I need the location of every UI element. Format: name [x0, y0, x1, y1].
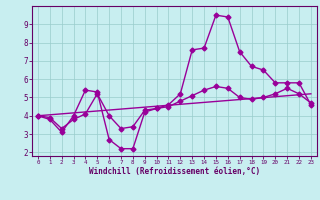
X-axis label: Windchill (Refroidissement éolien,°C): Windchill (Refroidissement éolien,°C) [89, 167, 260, 176]
